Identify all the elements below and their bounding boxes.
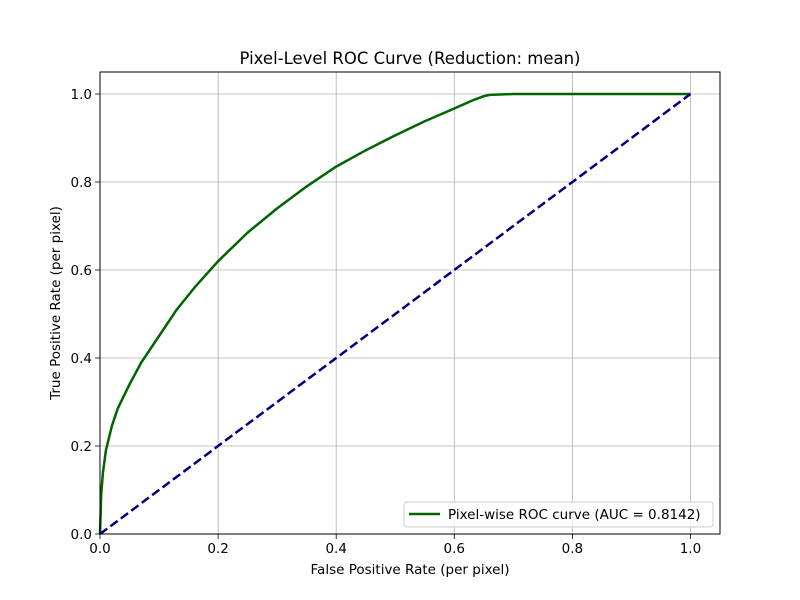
legend-entry-roc: Pixel-wise ROC curve (AUC = 0.8142) [448,507,701,523]
y-tick-label-4: 0.8 [71,175,92,191]
y-axis-label: True Positive Rate (per pixel) [48,206,64,401]
legend-box [403,501,714,528]
x-tick-label-1: 0.2 [207,541,228,557]
x-tick-label-4: 0.8 [562,541,583,557]
y-tick-label-0: 0.0 [71,527,92,543]
chart-title: Pixel-Level ROC Curve (Reduction: mean) [239,49,580,68]
y-tick-label-5: 1.0 [71,87,92,103]
x-tick-label-5: 1.0 [680,541,701,557]
ticks-layer: 0.0 0.2 0.4 0.6 0.8 1.0 0.0 0.2 0.4 0.6 0.8 1.0 [71,87,702,557]
y-tick-label-1: 0.2 [71,439,92,455]
x-tick-label-3: 0.6 [444,541,465,557]
plot-frame [99,71,721,535]
legend: Pixel-wise ROC curve (AUC = 0.8142) [403,501,714,528]
diagonal-reference-line [99,92,692,536]
y-tick-label-2: 0.4 [71,351,92,367]
x-axis-label: False Positive Rate (per pixel) [311,562,510,578]
y-tick-label-3: 0.6 [71,263,92,279]
x-tick-label-0: 0.0 [89,541,110,557]
series-layer [98,92,692,536]
x-tick-label-2: 0.4 [325,541,346,557]
roc-curve-line [98,92,691,535]
